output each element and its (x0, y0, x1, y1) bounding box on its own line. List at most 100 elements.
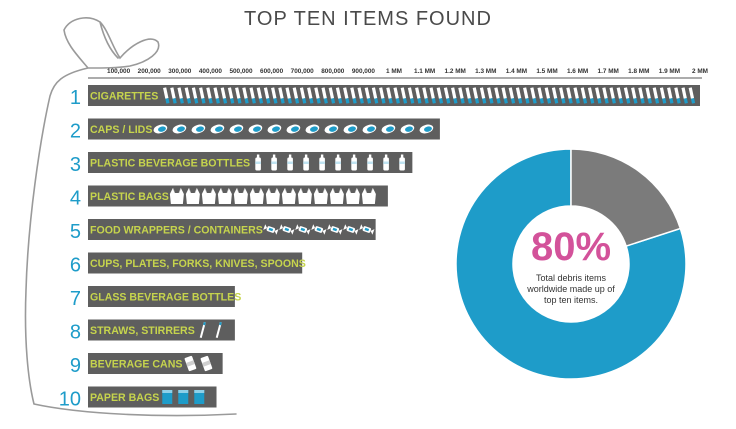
x-tick-label: 1.1 MM (414, 68, 435, 75)
cigarette-icon (566, 87, 573, 104)
icon-group (184, 355, 213, 372)
x-tick-label: 100,000 (107, 68, 131, 75)
bottle-icon (319, 154, 325, 171)
bar-row: 10 PAPER BAGS (59, 386, 217, 411)
bar (88, 118, 440, 140)
icon-group (255, 154, 405, 171)
wrapper-icon (295, 224, 311, 235)
x-axis: 100,000 200,000 300,000 400,000 500,000 600,0… (107, 68, 708, 75)
x-tick-label: 400,000 (199, 68, 223, 75)
x-tick-label: 1.4 MM (506, 68, 527, 75)
plastic-bag-icon (169, 187, 184, 204)
bar-row: 3 PLASTIC BEVERAGE BOTTLES (70, 152, 413, 176)
can-icon (184, 355, 197, 372)
plastic-bag-icon (329, 187, 344, 204)
icon-group (199, 322, 222, 338)
icon-group (263, 224, 375, 235)
cigarette-icon (652, 87, 660, 104)
cap-icon (305, 124, 320, 134)
cigarette-icon (487, 87, 494, 104)
donut-description-line: top ten items. (544, 295, 598, 305)
wrapper-icon (359, 224, 375, 235)
cigarette-icon (559, 87, 566, 104)
cigarette-icon (335, 87, 343, 104)
plastic-bag-icon (249, 187, 264, 204)
cigarette-icon (544, 87, 552, 104)
paper-bag-icon (194, 390, 205, 404)
cigarette-icon (400, 87, 408, 104)
cap-icon (286, 124, 301, 134)
rank-number: 2 (70, 121, 81, 143)
x-tick-label: 500,000 (229, 68, 253, 75)
cigarette-icon (206, 87, 213, 104)
bars: 1 CIGARETTES 2 CAPS / LIDS 3 PLASTIC BEVERAGE… (59, 85, 700, 411)
can-icon (200, 355, 213, 372)
bar (88, 319, 235, 341)
donut-value-label: 80% (531, 225, 611, 269)
cigarette-icon (494, 87, 501, 104)
cap-icon (191, 124, 206, 134)
cigarette-icon (177, 87, 184, 104)
x-tick-label: 300,000 (168, 68, 192, 75)
rank-number: 10 (59, 389, 81, 411)
wrapper-icon (263, 224, 279, 235)
cigarette-icon (443, 87, 451, 104)
plastic-bag-icon (201, 187, 216, 204)
cigarette-icon (479, 87, 487, 104)
plastic-bag-icon (217, 187, 232, 204)
cigarette-icon (429, 87, 436, 104)
category-label: PAPER BAGS (90, 392, 159, 404)
wrapper-icon (311, 224, 327, 235)
cigarette-icon (580, 87, 588, 104)
paper-bag-icon (162, 390, 173, 404)
cigarette-icon (623, 87, 631, 104)
cigarette-icon (451, 87, 458, 104)
cigarette-icon (292, 87, 300, 104)
category-label: CAPS / LIDS (90, 124, 152, 136)
cigarette-icon (602, 87, 609, 104)
x-tick-label: 1.8 MM (628, 68, 649, 75)
cigarette-icon (523, 87, 530, 104)
rank-number: 9 (70, 355, 81, 377)
x-tick-label: 1.5 MM (536, 68, 557, 75)
category-label: PLASTIC BAGS (90, 191, 169, 203)
cigarette-icon (681, 87, 688, 104)
rank-number: 6 (70, 255, 81, 277)
cap-icon (362, 124, 377, 134)
bar-row: 6 CUPS, PLATES, FORKS, KNIVES, SPOONS (70, 252, 306, 277)
cigarette-icon (515, 87, 523, 104)
cigarette-icon (688, 87, 696, 104)
cap-icon (172, 124, 187, 134)
bar-row: 5 FOOD WRAPPERS / CONTAINERS (70, 219, 376, 243)
cap-icon (153, 124, 168, 134)
bar (88, 286, 235, 307)
plastic-bag-icon (185, 187, 200, 204)
plastic-bag-icon (361, 187, 376, 204)
cigarette-icon (321, 87, 328, 104)
bar (88, 152, 413, 173)
cigarette-icon (458, 87, 465, 104)
cigarette-icon (415, 87, 422, 104)
cigarette-icon (343, 87, 350, 104)
cigarette-icon (350, 87, 357, 104)
category-label: BEVERAGE CANS (90, 359, 182, 371)
cigarette-icon (163, 87, 170, 104)
rank-number: 4 (70, 188, 81, 210)
bag-outline-path (24, 17, 237, 417)
bottle-icon (303, 154, 309, 171)
bottle-icon (383, 154, 389, 171)
cigarette-icon (501, 87, 508, 104)
x-tick-label: 1.2 MM (445, 68, 466, 75)
x-tick-label: 1 MM (386, 68, 402, 75)
cigarette-icon (631, 87, 638, 104)
cigarette-icon (530, 87, 537, 104)
x-tick-label: 800,000 (321, 68, 345, 75)
cigarette-icon (328, 87, 336, 104)
donut-segment (455, 148, 687, 380)
cigarette-icon (472, 87, 480, 104)
bar (88, 252, 303, 274)
cap-icon (210, 124, 225, 134)
plastic-bag-icon (265, 187, 280, 204)
